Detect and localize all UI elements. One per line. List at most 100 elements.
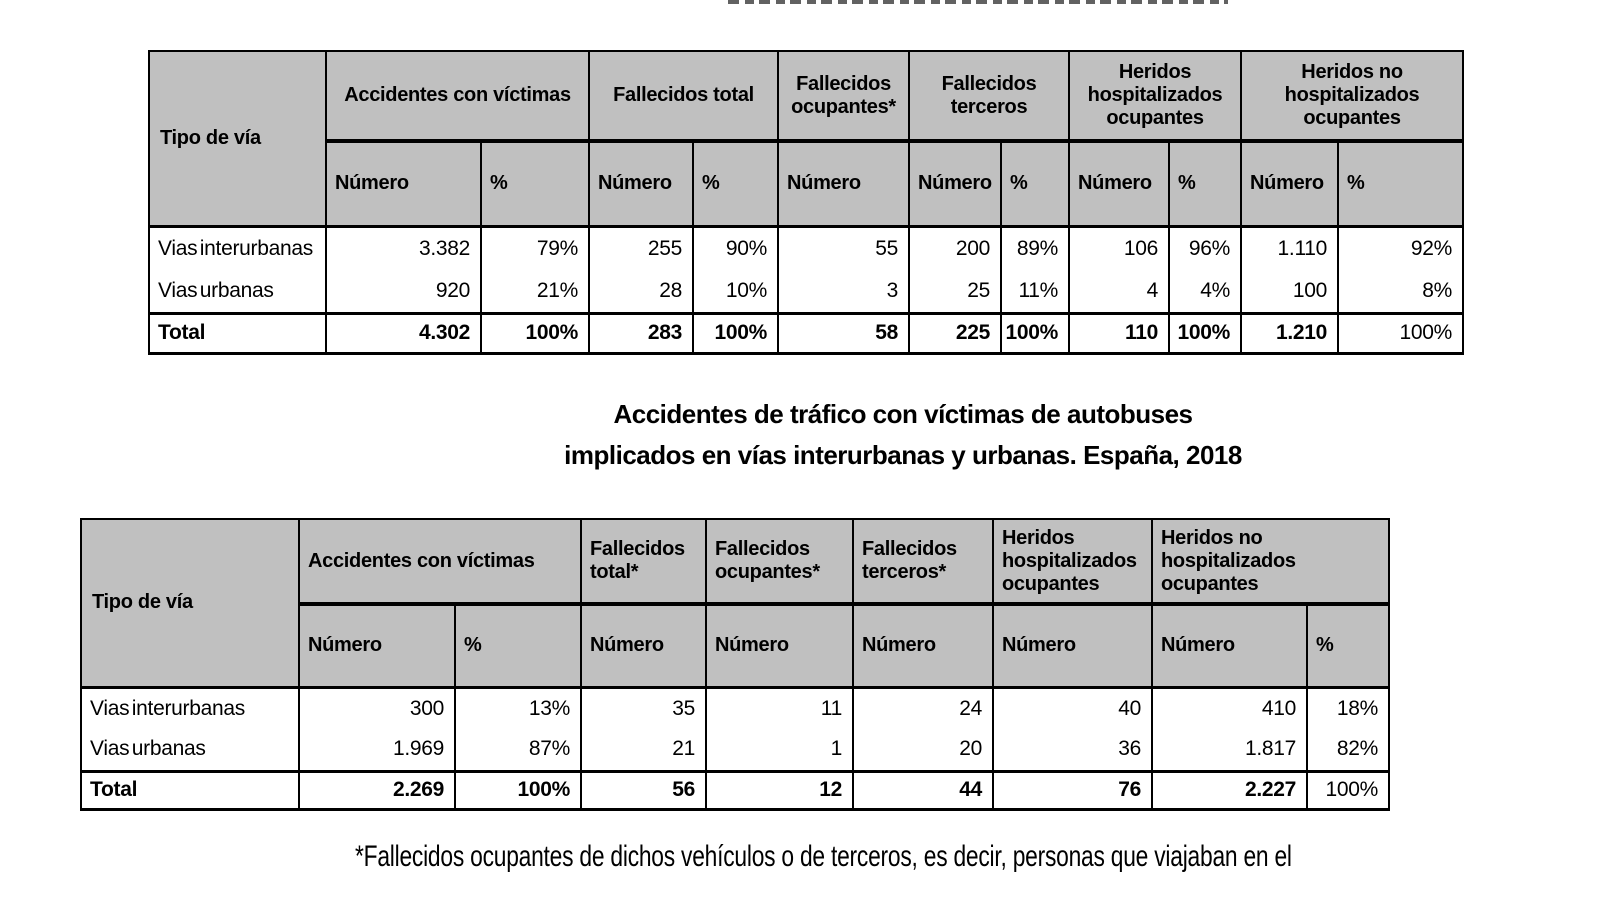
cell: 96%	[1168, 225, 1243, 270]
cell: 35	[580, 686, 707, 729]
cell: 55	[777, 225, 911, 270]
cell: 4	[1068, 270, 1171, 314]
cell: 40	[992, 686, 1153, 729]
table-row: Vias urbanas 1.969 87% 21 1 20 36 1.817 …	[80, 729, 1390, 772]
cell: 255	[588, 225, 694, 270]
cell: 100	[1240, 270, 1340, 314]
cell: 56	[580, 769, 707, 810]
table2-group-fallecidos-terceros: Fallecidos terceros*	[852, 518, 994, 606]
table1-subheader: Número	[325, 140, 482, 228]
cell: 110	[1068, 311, 1171, 354]
table2-subheader: Número	[992, 603, 1153, 689]
table2-row-header: Tipo de vía	[80, 518, 300, 689]
cell: 44	[852, 769, 994, 810]
cell: 18%	[1306, 686, 1390, 729]
row-label: Vias urbanas	[80, 729, 300, 772]
cell: 87%	[454, 729, 582, 772]
cell: 920	[325, 270, 482, 314]
table1-subheader: Número	[908, 140, 1003, 228]
cell: 20	[852, 729, 994, 772]
footnote: *Fallecidos ocupantes de dichos vehículo…	[355, 840, 1292, 873]
cell: 12	[705, 769, 854, 810]
cell: 13%	[454, 686, 582, 729]
table-total-row: Total 4.302 100% 283 100% 58 225 100% 11…	[148, 311, 1465, 354]
total-label: Total	[148, 311, 327, 354]
cell: 283	[588, 311, 694, 354]
cell: 225	[908, 311, 1003, 354]
cell: 3.382	[325, 225, 482, 270]
table1-group-fallecidos-ocupantes: Fallecidos ocupantes*	[777, 50, 911, 143]
cell: 410	[1151, 686, 1308, 729]
cell: 100%	[1306, 769, 1390, 810]
cell: 10%	[691, 270, 780, 314]
table1-row-header: Tipo de vía	[148, 50, 327, 228]
cell: 76	[992, 769, 1153, 810]
table2-group-heridos-hosp: Heridos hospitalizados ocupantes	[992, 518, 1153, 606]
table-accidents-by-road-type-1: Tipo de vía Accidentes con víctimas Fall…	[148, 50, 1465, 355]
cell: 58	[777, 311, 911, 354]
table1-subheader: Número	[588, 140, 694, 228]
cell: 28	[588, 270, 694, 314]
table-row: Vias interurbanas 300 13% 35 11 24 40 41…	[80, 686, 1390, 729]
cell: 100%	[454, 769, 582, 810]
table2-group-accidentes: Accidentes con víctimas	[298, 518, 582, 606]
cell: 100%	[691, 311, 780, 354]
cell: 2.269	[298, 769, 456, 810]
row-label: Vias interurbanas	[80, 686, 300, 729]
cell: 100%	[1337, 311, 1465, 354]
cell: 100%	[480, 311, 590, 354]
table2-subheader: Número	[852, 603, 994, 689]
table2-subheader: Número	[580, 603, 707, 689]
cell: 1.110	[1240, 225, 1340, 270]
table1-subheader: Número	[777, 140, 911, 228]
cell: 100%	[1000, 311, 1071, 354]
cell: 2.227	[1151, 769, 1308, 810]
table-accidents-by-road-type-2: Tipo de vía Accidentes con víctimas Fall…	[80, 518, 1390, 811]
cell: 100%	[1168, 311, 1243, 354]
cell: 25	[908, 270, 1003, 314]
total-label: Total	[80, 769, 300, 810]
table1-subheader: Número	[1240, 140, 1340, 228]
cell: 4.302	[325, 311, 482, 354]
table2-group-heridos-no-hosp: Heridos no hospitalizados ocupantes	[1151, 518, 1390, 606]
cell: 92%	[1337, 225, 1465, 270]
table2-group-fallecidos-ocupantes: Fallecidos ocupantes*	[705, 518, 854, 606]
cell: 1.969	[298, 729, 456, 772]
table-total-row: Total 2.269 100% 56 12 44 76 2.227 100%	[80, 769, 1390, 810]
table2-subheader: Número	[705, 603, 854, 689]
table1-subheader: %	[1000, 140, 1071, 228]
table2-subheader: Número	[298, 603, 456, 689]
cell: 200	[908, 225, 1003, 270]
table1-group-accidentes: Accidentes con víctimas	[325, 50, 590, 143]
cell: 1.817	[1151, 729, 1308, 772]
table1-subheader: %	[480, 140, 590, 228]
table-row: Vias urbanas 920 21% 28 10% 3 25 11% 4 4…	[148, 270, 1465, 314]
cell: 90%	[691, 225, 780, 270]
cell: 36	[992, 729, 1153, 772]
table1-group-heridos-no-hosp: Heridos no hospitalizados ocupantes	[1240, 50, 1465, 143]
table2-subheader: %	[1306, 603, 1390, 689]
cell: 21%	[480, 270, 590, 314]
cell: 82%	[1306, 729, 1390, 772]
table1-subheader: %	[691, 140, 780, 228]
table1-subheader: %	[1337, 140, 1465, 228]
table1-group-fallecidos-total: Fallecidos total	[587, 50, 780, 143]
cropped-title-sliver	[728, 0, 1228, 4]
table2-group-header-row: Tipo de vía Accidentes con víctimas Fall…	[80, 518, 1390, 689]
table1-group-fallecidos-terceros: Fallecidos terceros	[908, 50, 1071, 143]
table2-title-line2: implicados en vías interurbanas y urbana…	[564, 440, 1242, 470]
table-row: Vias interurbanas 3.382 79% 255 90% 55 2…	[148, 225, 1465, 270]
cell: 24	[852, 686, 994, 729]
row-label: Vias interurbanas	[148, 225, 327, 270]
row-label: Vias urbanas	[148, 270, 327, 314]
table1-subheader: Número	[1068, 140, 1171, 228]
table2-group-fallecidos-total: Fallecidos total*	[580, 518, 707, 606]
cell: 11%	[1000, 270, 1071, 314]
cell: 8%	[1337, 270, 1465, 314]
table1-subheader: %	[1168, 140, 1243, 228]
cell: 4%	[1168, 270, 1243, 314]
cell: 106	[1068, 225, 1171, 270]
cell: 1	[705, 729, 854, 772]
table1-sub-header-row: Número % Número % Número Número % Número…	[149, 140, 1465, 228]
